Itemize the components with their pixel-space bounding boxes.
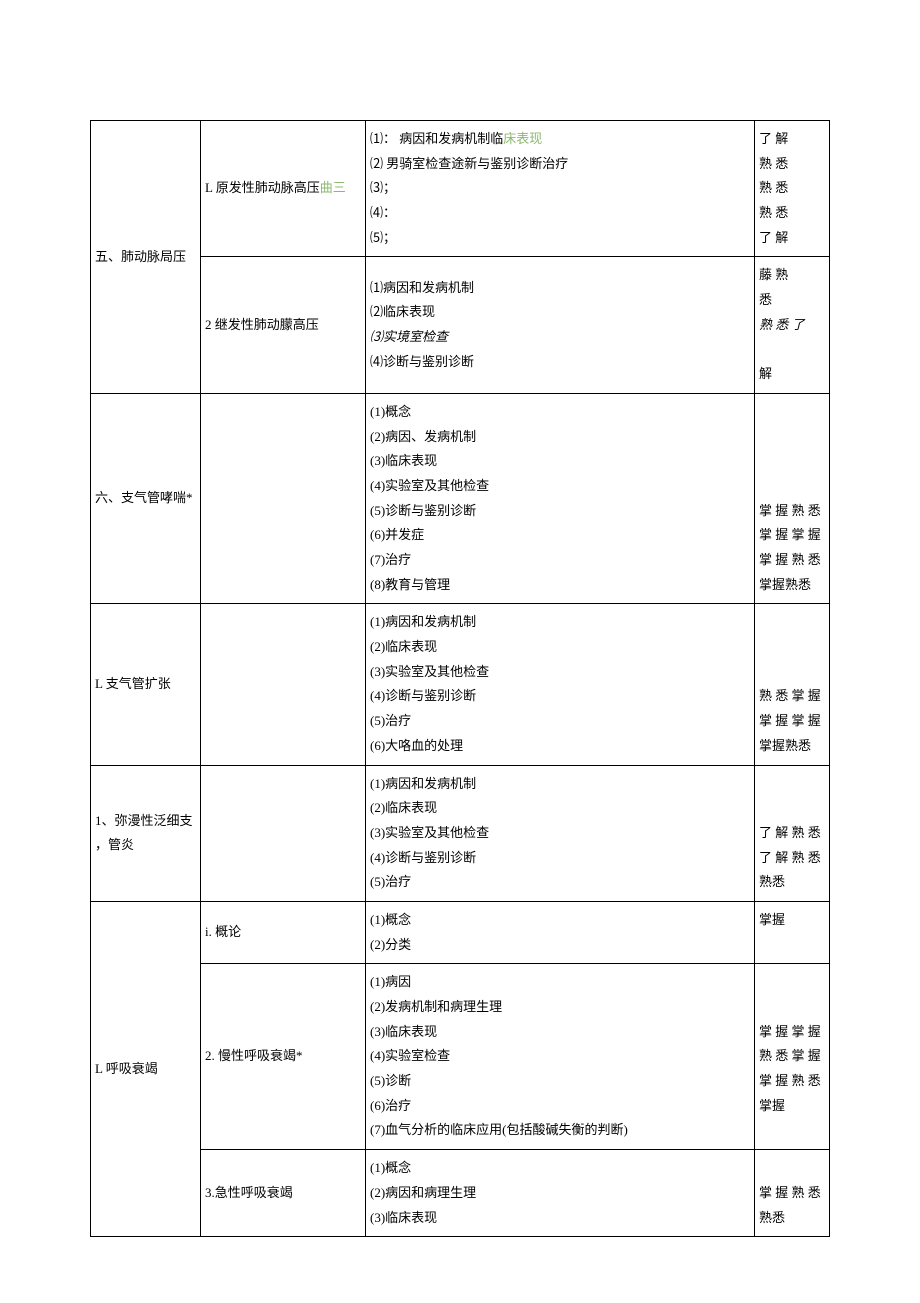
subsection-title: 3.急性呼吸衰竭	[201, 1150, 366, 1237]
subsection-title: 2 继发性肺动朦高压	[201, 257, 366, 393]
section-title: 六、支气管哮喘*	[91, 393, 201, 604]
content-items: ⑴病因和发病机制⑵临床表现⑶实境室检查⑷诊断与鉴别诊断	[366, 257, 755, 393]
content-items: (1)概念(2)病因、发病机制(3)临床表现(4)实验室及其他检查(5)诊断与鉴…	[366, 393, 755, 604]
subsection-title: i. 概论	[201, 901, 366, 963]
content-items: (1)病因和发病机制(2)临床表现(3)实验室及其他检查(4)诊断与鉴别诊断(5…	[366, 765, 755, 901]
requirement: 了 解 熟 悉了 解 熟 悉熟悉	[755, 765, 830, 901]
content-items: ⑴： 病因和发病机制临床表现⑵ 男骑室检查途新与鉴别诊断治疗⑶；⑷：⑸；	[366, 121, 755, 257]
requirement: 掌 握 掌 握熟 悉 掌 握掌 握 熟 悉掌握	[755, 964, 830, 1150]
content-items: (1)病因和发病机制(2)临床表现(3)实验室及其他检查(4)诊断与鉴别诊断(5…	[366, 604, 755, 765]
requirement: 掌 握 熟 悉掌 握 掌 握掌 握 熟 悉掌握熟悉	[755, 393, 830, 604]
subsection-title: 2. 慢性呼吸衰竭*	[201, 964, 366, 1150]
subsection-title: L 原发性肺动脉高压曲三	[201, 121, 366, 257]
section-title: L 支气管扩张	[91, 604, 201, 765]
subsection-title	[201, 393, 366, 604]
requirement: 掌握	[755, 901, 830, 963]
content-items: (1)概念(2)病因和病理生理(3)临床表现	[366, 1150, 755, 1237]
requirement: 掌 握 熟 悉熟悉	[755, 1150, 830, 1237]
section-title: 五、肺动脉局压	[91, 121, 201, 394]
requirement: 熟 悉 掌 握掌 握 掌 握掌握熟悉	[755, 604, 830, 765]
subsection-title	[201, 604, 366, 765]
requirement: 了 解熟 悉熟 悉熟 悉了 解	[755, 121, 830, 257]
subsection-title	[201, 765, 366, 901]
section-title: 1、弥漫性泛细支，管炎	[91, 765, 201, 901]
requirement: 藤 熟悉 熟 悉 了 解	[755, 257, 830, 393]
content-items: (1)病因(2)发病机制和病理生理(3)临床表现(4)实验室检查(5)诊断(6)…	[366, 964, 755, 1150]
syllabus-table: 五、肺动脉局压L 原发性肺动脉高压曲三⑴： 病因和发病机制临床表现⑵ 男骑室检查…	[90, 120, 830, 1237]
content-items: (1)概念(2)分类	[366, 901, 755, 963]
section-title: L 呼吸衰竭	[91, 901, 201, 1236]
